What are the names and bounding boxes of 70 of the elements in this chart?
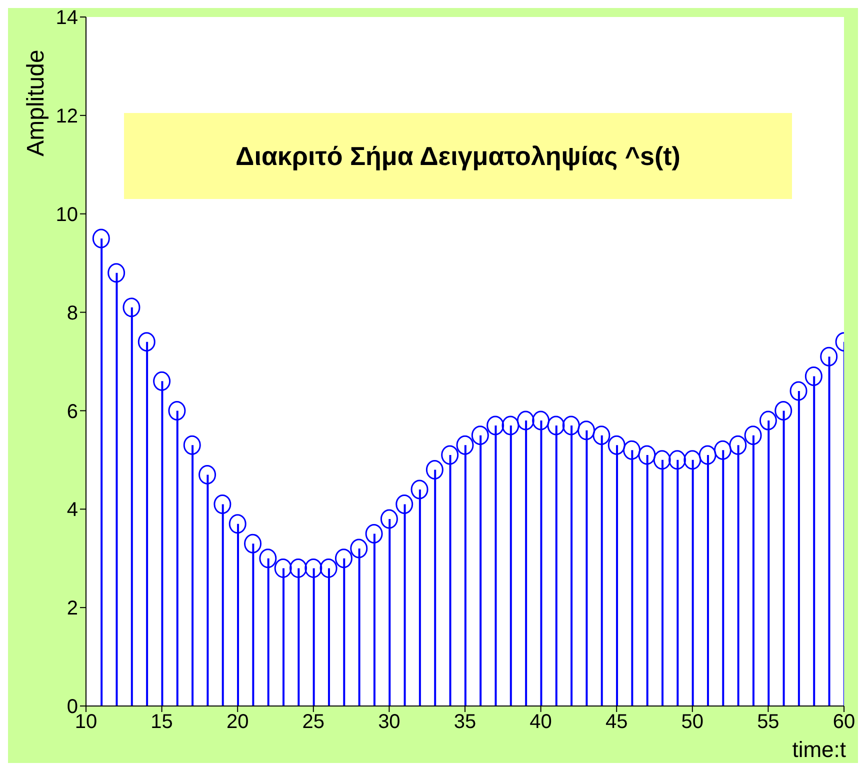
x-tick-label: 55 xyxy=(757,711,780,734)
point xyxy=(244,534,262,554)
point xyxy=(804,366,822,386)
point xyxy=(304,558,322,578)
point xyxy=(153,371,171,391)
y-tick-label: 10 xyxy=(56,204,78,226)
point xyxy=(289,558,307,578)
point xyxy=(410,480,428,500)
point xyxy=(653,450,671,470)
point xyxy=(714,440,732,460)
y-tick-label: 2 xyxy=(66,598,78,620)
point xyxy=(198,464,216,484)
x-tick-label: 25 xyxy=(302,711,325,734)
point xyxy=(562,416,580,436)
point xyxy=(365,524,383,544)
point xyxy=(426,460,444,480)
y-tick-label: 14 xyxy=(56,7,78,30)
y-tick-label: 12 xyxy=(56,106,78,128)
point xyxy=(486,416,504,436)
point xyxy=(638,445,656,465)
x-tick-label: 20 xyxy=(226,711,249,734)
point xyxy=(122,298,140,318)
y-tick-label: 8 xyxy=(66,302,78,324)
x-tick-label: 45 xyxy=(605,711,628,734)
y-tick-label: 6 xyxy=(66,400,78,423)
point xyxy=(274,558,292,578)
point xyxy=(684,450,702,470)
point xyxy=(456,435,474,455)
point xyxy=(578,420,596,440)
point xyxy=(334,548,352,568)
point xyxy=(168,400,186,420)
point xyxy=(214,494,232,514)
point xyxy=(138,332,156,352)
y-axis-title: Amplitude xyxy=(22,50,50,156)
point xyxy=(547,416,565,436)
point xyxy=(759,410,777,430)
point xyxy=(380,509,398,529)
point xyxy=(774,400,792,420)
x-axis-title: time:t xyxy=(792,737,846,763)
point xyxy=(108,263,126,283)
point xyxy=(441,445,459,465)
point xyxy=(729,435,747,455)
point xyxy=(592,426,610,446)
point xyxy=(516,410,534,430)
x-tick-label: 60 xyxy=(832,711,856,734)
point xyxy=(698,445,716,465)
point xyxy=(320,558,338,578)
label-box: Διακριτό Σήμα Δειγματοληψίας ^s(t) xyxy=(124,113,792,199)
point xyxy=(396,494,414,514)
point xyxy=(259,548,277,568)
point xyxy=(532,410,550,430)
point xyxy=(668,450,686,470)
x-tick-label: 30 xyxy=(378,711,400,734)
x-tick-label: 40 xyxy=(530,711,552,734)
point xyxy=(790,381,808,401)
point xyxy=(350,538,368,558)
point xyxy=(471,426,489,446)
x-tick-label: 15 xyxy=(150,711,173,734)
point xyxy=(183,435,201,455)
point xyxy=(623,440,641,460)
y-tick-label: 0 xyxy=(66,696,78,718)
x-tick-label: 50 xyxy=(681,711,704,734)
point xyxy=(820,346,838,366)
point xyxy=(608,435,626,455)
point xyxy=(744,426,762,446)
point xyxy=(92,228,110,248)
x-tick-label: 35 xyxy=(454,711,476,734)
point xyxy=(502,416,520,436)
y-tick-label: 4 xyxy=(66,499,78,522)
point xyxy=(228,514,246,534)
